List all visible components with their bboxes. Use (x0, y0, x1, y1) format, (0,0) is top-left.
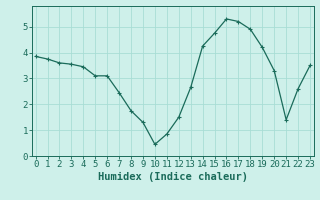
X-axis label: Humidex (Indice chaleur): Humidex (Indice chaleur) (98, 172, 248, 182)
